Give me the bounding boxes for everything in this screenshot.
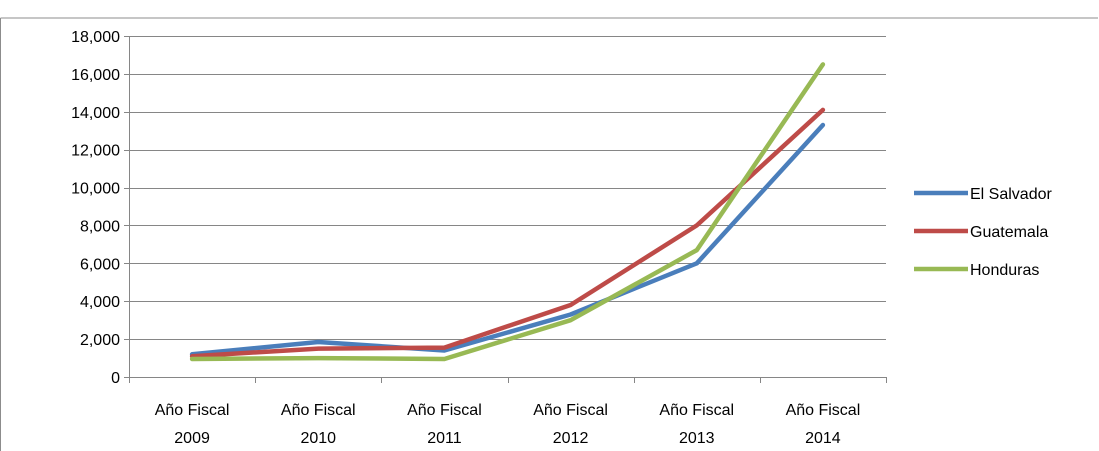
y-tick-label: 0 — [111, 370, 120, 387]
x-tick-label-line2: 2009 — [174, 430, 210, 447]
legend: El Salvador Guatemala Honduras — [914, 186, 1052, 279]
x-tick-label-line1: Año Fiscal — [533, 402, 608, 419]
series-line-guatemala — [189, 107, 826, 359]
x-tick-label-line1: Año Fiscal — [407, 402, 482, 419]
y-tick-label: 12,000 — [71, 143, 120, 160]
legend-item: Guatemala — [914, 224, 1048, 241]
x-tick-label: Año Fiscal 2011 — [407, 402, 482, 447]
x-tick-label-line2: 2010 — [300, 430, 336, 447]
x-tick-label-line2: 2011 — [427, 430, 462, 447]
gridlines — [129, 36, 886, 340]
y-tick-label: 14,000 — [71, 105, 120, 122]
x-tick-label: Año Fiscal 2013 — [659, 402, 734, 447]
series-line-honduras — [189, 62, 826, 362]
y-tick-label: 18,000 — [71, 29, 120, 46]
y-axis-tick-labels: 0 2,000 4,000 6,000 8,000 10,000 12,000 14,000 1… — [71, 29, 120, 387]
x-tick-label-line2: 2014 — [805, 430, 841, 447]
x-tick-label: Año Fiscal 2009 — [155, 402, 230, 447]
data-series — [189, 62, 826, 362]
y-tick-label: 6,000 — [80, 256, 120, 273]
axes — [124, 36, 887, 383]
x-tick-label-line1: Año Fiscal — [659, 402, 734, 419]
x-tick-label-line1: Año Fiscal — [155, 402, 230, 419]
x-tick-label-line2: 2013 — [679, 430, 715, 447]
legend-label: Guatemala — [970, 224, 1048, 241]
y-tick-label: 10,000 — [71, 181, 120, 198]
x-axis-tick-labels: Año Fiscal 2009 Año Fiscal 2010 Año Fiscal 20… — [155, 402, 861, 447]
y-tick-label: 8,000 — [80, 218, 120, 235]
x-tick-label: Año Fiscal 2010 — [281, 402, 356, 447]
chart-border — [0, 17, 1098, 451]
y-tick-label: 16,000 — [71, 67, 120, 84]
legend-item: El Salvador — [914, 186, 1052, 203]
x-tick-label: Año Fiscal 2014 — [786, 402, 861, 447]
legend-label: Honduras — [970, 262, 1039, 279]
legend-item: Honduras — [914, 262, 1039, 279]
x-tick-label-line1: Año Fiscal — [786, 402, 861, 419]
x-tick-label-line1: Año Fiscal — [281, 402, 356, 419]
y-tick-label: 4,000 — [80, 294, 120, 311]
y-tick-label: 2,000 — [80, 332, 120, 349]
x-tick-label-line2: 2012 — [553, 430, 589, 447]
legend-label: El Salvador — [970, 186, 1052, 203]
series-line-el-salvador — [189, 122, 826, 357]
x-tick-label: Año Fiscal 2012 — [533, 402, 608, 447]
